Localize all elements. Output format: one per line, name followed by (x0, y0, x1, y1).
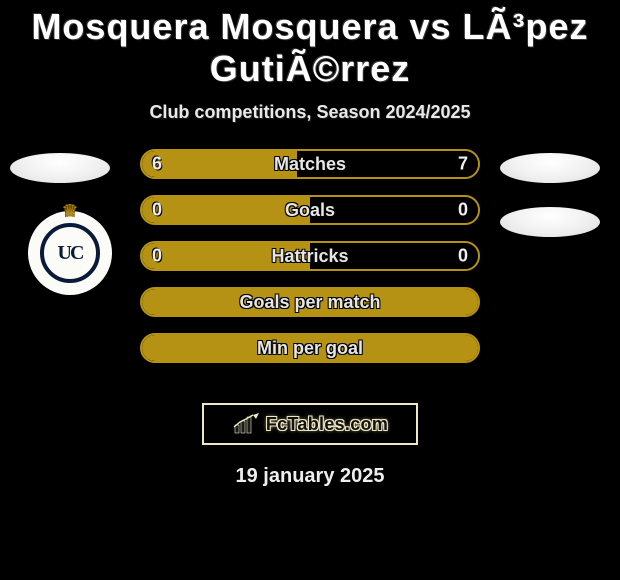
footer-date: 19 january 2025 (0, 465, 620, 488)
stat-bar: 0 0 Hattricks (140, 241, 480, 271)
stat-bars: 6 7 Matches 0 0 Goals 0 0 Hattricks Goals per mat… (140, 149, 480, 379)
page-subtitle: Club competitions, Season 2024/2025 (0, 102, 620, 123)
crown-icon: ♛ (62, 201, 78, 222)
club-right-ellipse (500, 207, 600, 237)
page-title: Mosquera Mosquera vs LÃ³pez GutiÃ©rrez (0, 0, 620, 90)
chart-icon (232, 413, 260, 435)
club-left-badge: ♛ UC (28, 211, 112, 295)
stat-value-right: 0 (458, 246, 468, 267)
stat-fill-right (310, 197, 478, 223)
badge-monogram: UC (58, 242, 83, 265)
stat-value-left: 0 (152, 246, 162, 267)
stat-value-left: 0 (152, 200, 162, 221)
stat-value-right: 0 (458, 200, 468, 221)
stat-label: Min per goal (257, 338, 363, 359)
brand-text: FcTables.com (266, 414, 388, 435)
stat-bar: 6 7 Matches (140, 149, 480, 179)
stat-label: Goals per match (239, 292, 380, 313)
player-right-ellipse (500, 153, 600, 183)
stat-bar: Min per goal (140, 333, 480, 363)
stat-label: Matches (274, 154, 346, 175)
stat-value-left: 6 (152, 154, 162, 175)
stat-value-right: 7 (458, 154, 468, 175)
stat-bar: 0 0 Goals (140, 195, 480, 225)
brand-box[interactable]: FcTables.com (202, 403, 418, 445)
player-left-ellipse (10, 153, 110, 183)
stat-label: Hattricks (271, 246, 348, 267)
stat-label: Goals (285, 200, 335, 221)
stat-bar: Goals per match (140, 287, 480, 317)
badge-ring: UC (40, 223, 100, 283)
comparison-arena: ♛ UC 6 7 Matches 0 0 Goals 0 0 Hattricks Goals pe… (0, 149, 620, 389)
